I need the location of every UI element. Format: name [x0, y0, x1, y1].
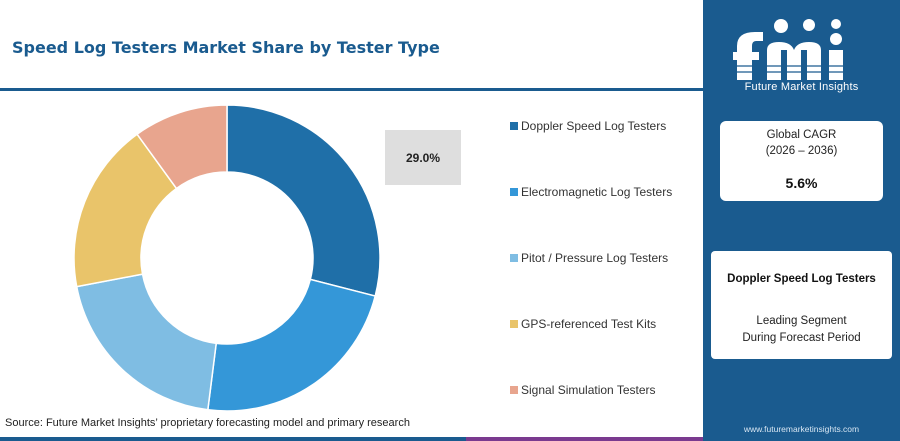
bottom-bar-segment	[0, 437, 466, 441]
legend-label: Doppler Speed Log Testers	[521, 119, 667, 133]
leading-segment-label: Leading Segment	[756, 315, 847, 327]
title-divider	[0, 88, 703, 91]
brand-panel: Future Market Insights Global CAGR (2026…	[703, 0, 900, 441]
cagr-label: Global CAGR	[766, 129, 837, 141]
chart-title: Speed Log Testers Market Share by Tester…	[12, 38, 440, 57]
legend-item: Doppler Speed Log Testers	[510, 119, 666, 133]
bottom-bar-segment	[466, 437, 703, 441]
cagr-value: 5.6%	[785, 175, 818, 191]
brand-name: Future Market Insights	[744, 81, 859, 93]
donut-slice-5	[136, 104, 228, 190]
legend-label: Electromagnetic Log Testers	[521, 185, 673, 199]
leading-segment-period: During Forecast Period	[742, 332, 861, 344]
value-callout: 29.0%	[385, 130, 461, 185]
legend-swatch	[510, 122, 518, 130]
legend-swatch	[510, 320, 518, 328]
legend-item: GPS-referenced Test Kits	[510, 317, 656, 331]
donut-slice-1	[226, 104, 381, 297]
donut-slice-3	[75, 273, 218, 411]
cagr-period: (2026 – 2036)	[765, 145, 838, 157]
fmi-logo	[733, 19, 843, 80]
legend-label: GPS-referenced Test Kits	[521, 317, 657, 331]
donut-chart	[73, 104, 381, 412]
bottom-color-bar	[0, 437, 703, 441]
legend-swatch	[510, 254, 518, 262]
cagr-card: Global CAGR (2026 – 2036) 5.6%	[720, 121, 883, 201]
leading-segment-card: Doppler Speed Log Testers Leading Segmen…	[711, 251, 892, 359]
leading-segment-name: Doppler Speed Log Testers	[727, 273, 876, 285]
website-link[interactable]: www.futuremarketinsights.com	[743, 424, 860, 434]
source-note: Source: Future Market Insights’ propriet…	[5, 417, 410, 429]
legend-item: Signal Simulation Testers	[510, 383, 656, 397]
legend-label: Pitot / Pressure Log Testers	[521, 251, 669, 265]
legend-item: Electromagnetic Log Testers	[510, 185, 672, 199]
donut-slice-2	[206, 278, 377, 412]
legend-item: Pitot / Pressure Log Testers	[510, 251, 668, 265]
legend-swatch	[510, 386, 518, 394]
legend-swatch	[510, 188, 518, 196]
legend-label: Signal Simulation Testers	[521, 383, 656, 397]
